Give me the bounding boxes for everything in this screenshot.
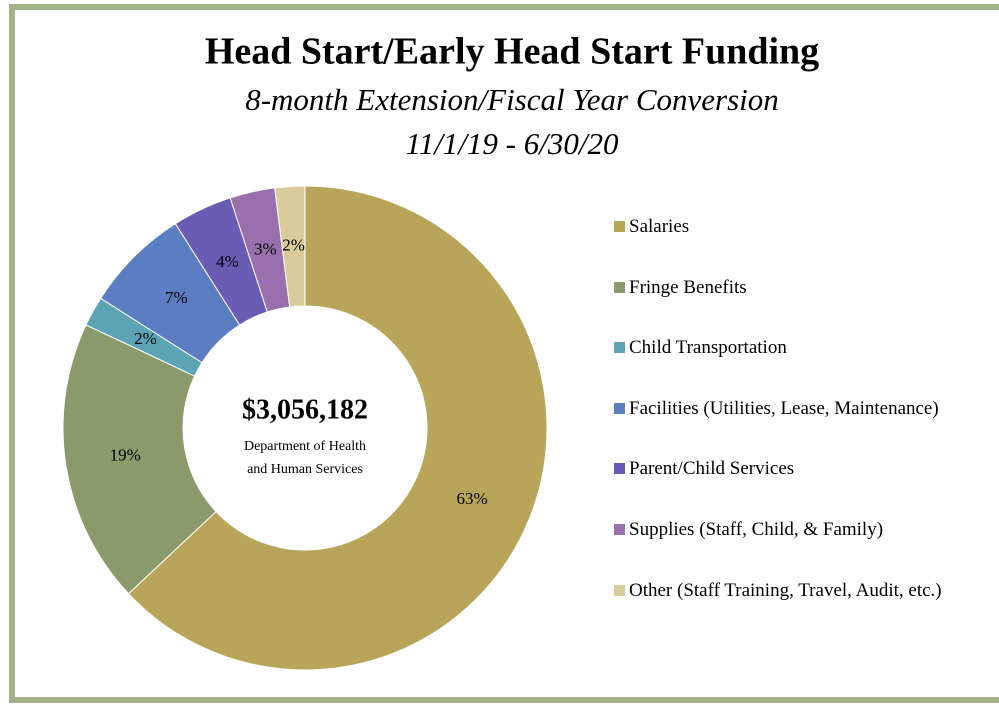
legend-swatch [614,463,625,475]
center-text: $3,056,182 [242,394,368,425]
legend-label: Salaries [629,216,690,237]
legend-item: Other (Staff Training, Travel, Audit, et… [614,579,979,602]
center-subtitle: Department of Health [244,439,366,454]
legend-swatch [614,524,625,535]
data-label: 63% [456,489,487,508]
legend-label: Facilities (Utilities, Lease, Maintenanc… [629,397,939,419]
slice [62,324,217,595]
chart-subtitle: 11/1/19 - 6/30/20 [406,126,619,161]
legend-item: Fringe Benefits [614,276,979,299]
legend-item: Facilities (Utilities, Lease, Maintenanc… [614,397,979,420]
data-label: 7% [165,288,188,307]
chart-subtitle: 8-month Extension/Fiscal Year Conversion [245,82,779,117]
slice [274,185,306,308]
legend-item: Supplies (Staff, Child, & Family) [614,518,979,541]
legend-label: Supplies (Staff, Child, & Family) [629,519,884,540]
legend-item: Child Transportation [614,336,979,359]
legend-swatch [614,402,625,414]
slice [127,185,548,671]
center-subtitle: and Human Services [247,462,363,477]
data-label: 2% [282,235,305,254]
legend-label: Fringe Benefits [629,276,747,298]
legend-swatch [614,221,625,232]
data-label: 19% [110,445,141,464]
legend-item: Salaries [614,215,979,238]
legend-swatch [614,281,625,293]
data-label: 2% [134,329,157,348]
data-label: 3% [254,239,277,258]
legend-swatch [614,584,625,596]
chart-title: Head Start/Early Head Start Funding [205,31,819,73]
legend-label: Parent/Child Services [629,458,795,480]
legend-label: Other (Staff Training, Travel, Audit, et… [629,579,942,601]
legend-item: Parent/Child Services [614,457,979,480]
legend-swatch [614,342,625,354]
data-label: 4% [216,252,239,271]
legend-label: Child Transportation [629,337,787,359]
